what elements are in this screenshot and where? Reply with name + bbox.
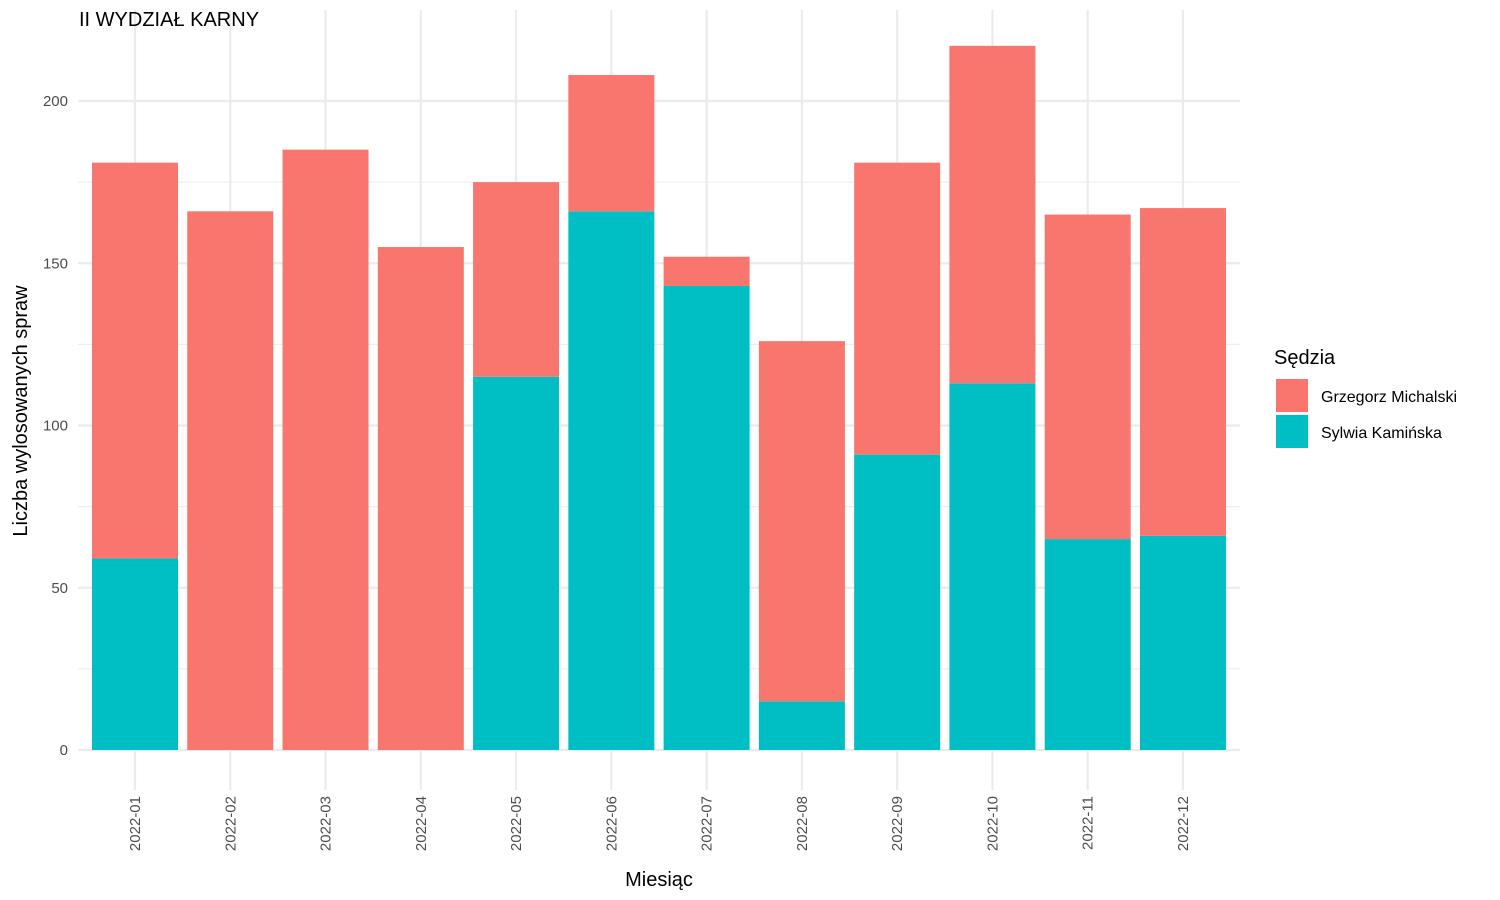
x-tick-label: 2022-04 bbox=[413, 796, 430, 851]
y-axis-ticks: 0 50 100 150 200 bbox=[43, 93, 68, 759]
y-tick-label: 150 bbox=[43, 255, 68, 272]
legend-swatch bbox=[1276, 379, 1308, 412]
bar-segment bbox=[282, 149, 369, 751]
y-tick-label: 200 bbox=[43, 93, 68, 110]
y-tick-label: 50 bbox=[51, 580, 68, 597]
x-tick-label: 2022-12 bbox=[1175, 796, 1192, 851]
bar-segment bbox=[1139, 535, 1226, 750]
bar-segment bbox=[663, 256, 750, 286]
bar-segment bbox=[758, 341, 845, 702]
bar-segment bbox=[187, 211, 274, 750]
y-tick-label: 100 bbox=[43, 418, 68, 435]
legend-swatch bbox=[1276, 415, 1308, 448]
x-tick-label: 2022-06 bbox=[603, 796, 620, 851]
bar-segment bbox=[949, 45, 1036, 384]
bars bbox=[92, 45, 1226, 751]
legend-title: Sędzia bbox=[1274, 347, 1336, 369]
x-axis-ticks: 2022-01 2022-02 2022-03 2022-04 2022-05 2022-… bbox=[127, 796, 1192, 851]
legend-label: Grzegorz Michalski bbox=[1321, 389, 1457, 406]
x-tick-label: 2022-05 bbox=[508, 796, 525, 851]
x-tick-label: 2022-01 bbox=[127, 796, 144, 851]
bar-segment bbox=[92, 558, 178, 750]
bar-segment bbox=[854, 162, 941, 455]
bar-segment bbox=[854, 454, 941, 750]
x-tick-label: 2022-09 bbox=[889, 796, 906, 851]
legend: Sędzia Grzegorz Michalski Sylwia Kamińska bbox=[1274, 347, 1457, 448]
bar-segment bbox=[1044, 214, 1131, 540]
x-tick-label: 2022-10 bbox=[984, 796, 1001, 851]
bar-segment bbox=[663, 285, 750, 750]
bar-segment bbox=[568, 75, 655, 212]
x-tick-label: 2022-07 bbox=[699, 796, 716, 851]
bar-segment bbox=[377, 247, 464, 750]
x-axis-title: Miesiąc bbox=[625, 869, 693, 891]
bar-segment bbox=[473, 376, 560, 750]
x-tick-label: 2022-02 bbox=[222, 796, 239, 851]
chart-title: II WYDZIAŁ KARNY bbox=[79, 9, 259, 31]
bar-segment bbox=[473, 182, 560, 377]
bar-segment bbox=[1044, 539, 1131, 750]
legend-label: Sylwia Kamińska bbox=[1321, 425, 1442, 442]
bar-segment bbox=[1139, 208, 1226, 536]
bar-segment bbox=[568, 211, 655, 750]
x-tick-label: 2022-11 bbox=[1080, 796, 1097, 850]
bar-segment bbox=[92, 162, 178, 559]
x-tick-label: 2022-08 bbox=[794, 796, 811, 851]
x-tick-label: 2022-03 bbox=[318, 796, 335, 851]
bar-segment bbox=[758, 701, 845, 750]
bar-segment bbox=[949, 383, 1036, 750]
y-tick-label: 0 bbox=[60, 742, 68, 759]
y-axis-title: Liczba wylosowanych spraw bbox=[10, 285, 32, 537]
